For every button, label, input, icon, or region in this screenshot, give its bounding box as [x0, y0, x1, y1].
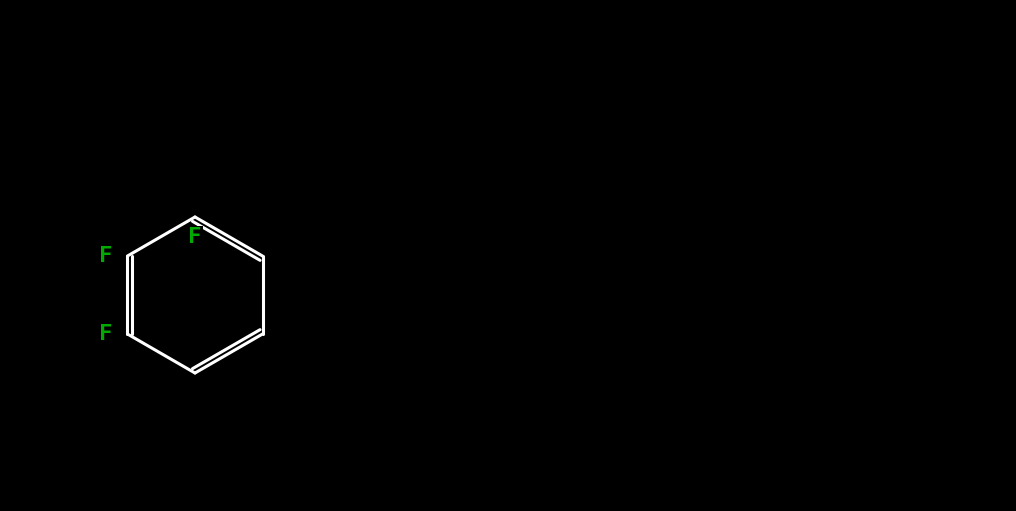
Text: F: F [99, 324, 112, 344]
Text: F: F [188, 227, 202, 247]
Text: F: F [99, 246, 112, 266]
